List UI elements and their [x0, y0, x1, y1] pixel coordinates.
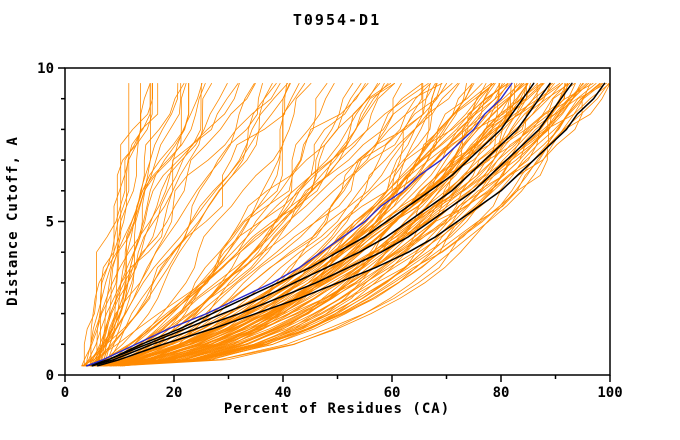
ensemble-curve [113, 83, 395, 367]
ensemble-curve [105, 83, 381, 367]
x-tick-label: 0 [61, 385, 69, 401]
ensemble-curve [89, 83, 289, 367]
ensemble-curve [98, 83, 552, 367]
ensemble-curve [87, 83, 506, 367]
ensemble-curve [89, 83, 443, 367]
ensemble-curve [115, 83, 306, 367]
ensemble-curve [89, 83, 609, 367]
ensemble-curve [83, 83, 182, 367]
ensemble-curve [104, 83, 206, 367]
ensemble-curve [91, 83, 594, 367]
ensemble-curve [96, 83, 130, 367]
x-tick-label: 80 [493, 385, 510, 401]
ensemble-curve [90, 83, 153, 367]
y-tick-label: 5 [46, 215, 54, 231]
ensemble-curve [115, 83, 424, 367]
ensemble-curve [117, 83, 335, 367]
highlight-model-2-curve [91, 82, 573, 367]
ensemble-curve [81, 83, 494, 367]
ensemble-curve [89, 83, 539, 367]
ensemble-curve [99, 83, 366, 367]
x-tick-label: 20 [166, 385, 183, 401]
ensemble-curve [112, 83, 531, 367]
ensemble-curve [91, 83, 583, 367]
ensemble-curve [98, 83, 240, 367]
ensemble-curve [97, 83, 395, 367]
ensemble-curve [100, 83, 473, 367]
ensemble-curve [117, 83, 423, 367]
ensemble-curve [82, 83, 563, 367]
ensemble-curve [121, 83, 500, 367]
ensemble-curve [98, 83, 141, 367]
ensemble-curve [89, 83, 154, 367]
ensemble-curve [89, 83, 239, 367]
ensemble-curve [103, 83, 467, 367]
ensemble-curve [100, 83, 187, 367]
highlight-model-3-curve [91, 82, 551, 367]
reference-model-curve [86, 82, 513, 367]
ensemble-curve [86, 83, 203, 367]
highlight-model-1-curve [96, 82, 606, 367]
x-axis-label: Percent of Residues (CA) [224, 401, 450, 417]
ensemble-curve [90, 83, 255, 367]
ensemble-curve [119, 83, 591, 367]
ensemble-curve [113, 83, 545, 367]
axis-ticks [58, 67, 611, 382]
ensemble-curve [119, 83, 576, 367]
ensemble-curve [119, 83, 501, 367]
ensemble-curve [89, 83, 529, 367]
ensemble-curve [97, 83, 185, 367]
x-tick-label: 60 [384, 385, 401, 401]
ensemble-curve [98, 83, 300, 367]
ensemble-curve [114, 83, 524, 367]
y-axis-label: Distance Cutoff, A [5, 136, 21, 306]
x-tick-label: 100 [597, 385, 622, 401]
ensemble-curve [115, 83, 585, 367]
ensemble-curve [89, 83, 277, 367]
tick-labels: 0 20 40 60 80 100 0 5 10 [37, 61, 623, 401]
y-tick-label: 10 [37, 61, 54, 77]
ensemble-curve [102, 83, 431, 367]
ensemble-curve [94, 83, 213, 367]
ensemble-curve [83, 83, 288, 367]
ensemble-curve [100, 83, 328, 367]
ensemble-curve [94, 83, 509, 367]
ensemble-curve [92, 83, 392, 367]
curve-layer [81, 82, 611, 367]
ensemble-curve [95, 83, 543, 367]
highlight-model-4-curve [86, 82, 535, 367]
ensemble-curve [88, 83, 189, 367]
chart-title: T0954-D1 [293, 11, 381, 29]
y-tick-label: 0 [46, 368, 54, 384]
ensemble-curve [102, 83, 475, 367]
ensemble-curve [105, 83, 607, 367]
ensemble-curve [93, 83, 402, 367]
ensemble-curve [98, 83, 228, 367]
ensemble-curve [117, 83, 555, 367]
x-tick-label: 40 [275, 385, 292, 401]
ensemble-curve [104, 83, 179, 367]
ensemble-curve [108, 83, 604, 367]
ensemble-curve [96, 83, 601, 367]
ensemble-curve [101, 83, 568, 367]
ensemble-curve [96, 83, 611, 367]
ensemble-curve [86, 83, 589, 367]
ensemble-curve [102, 83, 571, 367]
ensemble-curve [98, 83, 567, 367]
ensemble-curve [101, 83, 521, 367]
